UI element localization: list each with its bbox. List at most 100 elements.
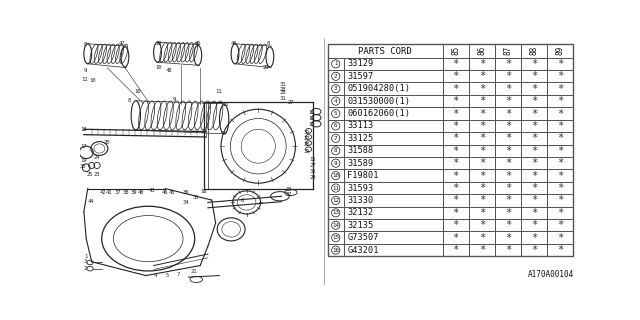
Text: *: * [452, 245, 459, 255]
Bar [547, 219, 573, 231]
Text: *: * [557, 245, 563, 255]
Text: 31588: 31588 [348, 146, 374, 155]
Bar [547, 132, 573, 145]
Bar [521, 44, 547, 58]
Text: *: * [505, 133, 511, 143]
Bar [443, 169, 468, 182]
Bar [328, 194, 344, 207]
Bar [468, 132, 495, 145]
Text: 7: 7 [177, 272, 180, 277]
Bar [468, 182, 495, 194]
Text: *: * [479, 121, 485, 131]
Text: 31: 31 [279, 82, 285, 87]
Bar [495, 244, 521, 256]
Text: *: * [531, 245, 537, 255]
Bar [521, 145, 547, 157]
Text: *: * [531, 59, 537, 69]
Text: *: * [479, 220, 485, 230]
Bar [521, 219, 547, 231]
Text: *: * [452, 220, 459, 230]
Text: 10: 10 [134, 89, 141, 94]
Text: 27: 27 [309, 163, 316, 168]
Bar [344, 58, 443, 70]
Bar [521, 169, 547, 182]
Text: *: * [452, 158, 459, 168]
Text: 25: 25 [86, 172, 93, 177]
Bar [344, 145, 443, 157]
Text: 89: 89 [556, 46, 564, 55]
Text: *: * [557, 71, 563, 81]
Bar [328, 120, 344, 132]
Text: 8: 8 [84, 42, 87, 47]
Bar [468, 194, 495, 207]
Text: *: * [505, 196, 511, 205]
Text: 6: 6 [334, 124, 337, 128]
Text: 31: 31 [279, 96, 285, 101]
Bar [521, 70, 547, 83]
Bar [521, 244, 547, 256]
Text: *: * [557, 171, 563, 180]
Text: 86: 86 [477, 46, 486, 55]
Text: 2: 2 [334, 74, 337, 79]
Text: 12: 12 [222, 102, 228, 107]
Text: 9: 9 [173, 97, 176, 102]
Bar [328, 132, 344, 145]
Text: *: * [452, 133, 459, 143]
Text: 1: 1 [84, 254, 87, 259]
Text: 41: 41 [106, 190, 112, 195]
Bar [344, 120, 443, 132]
Text: 1: 1 [334, 61, 337, 66]
Text: *: * [479, 71, 485, 81]
Bar [443, 132, 468, 145]
Bar [521, 132, 547, 145]
Bar [344, 107, 443, 120]
Text: 16: 16 [332, 248, 339, 252]
Bar [344, 83, 443, 95]
Text: *: * [479, 245, 485, 255]
Text: 14: 14 [332, 223, 339, 228]
Text: 22: 22 [200, 129, 207, 134]
Text: 11: 11 [216, 89, 222, 94]
Text: 29: 29 [155, 41, 162, 46]
Bar [521, 231, 547, 244]
Bar [547, 120, 573, 132]
Text: 33129: 33129 [348, 59, 374, 68]
Text: 34: 34 [183, 200, 189, 205]
Bar [521, 95, 547, 107]
Text: 35: 35 [193, 195, 199, 200]
Text: *: * [452, 183, 459, 193]
Bar [468, 120, 495, 132]
Text: 88: 88 [529, 46, 538, 55]
Text: *: * [505, 84, 511, 94]
Bar [443, 244, 468, 256]
Text: 36: 36 [183, 190, 189, 195]
Text: 5: 5 [334, 111, 337, 116]
Text: 6: 6 [241, 198, 244, 203]
Text: *: * [479, 171, 485, 180]
Text: 29: 29 [262, 65, 269, 70]
Bar [443, 83, 468, 95]
Text: 46: 46 [231, 41, 237, 46]
Bar [495, 194, 521, 207]
Text: *: * [531, 183, 537, 193]
Text: 33113: 33113 [348, 121, 374, 131]
Bar [328, 207, 344, 219]
Text: 29: 29 [309, 175, 316, 180]
Bar [468, 70, 495, 83]
Text: *: * [505, 108, 511, 118]
Bar [547, 145, 573, 157]
Text: 10: 10 [155, 65, 162, 70]
Bar [328, 182, 344, 194]
Text: 31597: 31597 [348, 72, 374, 81]
Bar [547, 83, 573, 95]
Text: *: * [505, 146, 511, 156]
Text: 32132: 32132 [348, 208, 374, 217]
Bar [443, 70, 468, 83]
Text: 27: 27 [304, 136, 310, 141]
Text: *: * [531, 108, 537, 118]
Text: *: * [505, 96, 511, 106]
Bar [547, 244, 573, 256]
Text: 32135: 32135 [348, 221, 374, 230]
Text: 9: 9 [334, 161, 337, 166]
Text: *: * [505, 245, 511, 255]
